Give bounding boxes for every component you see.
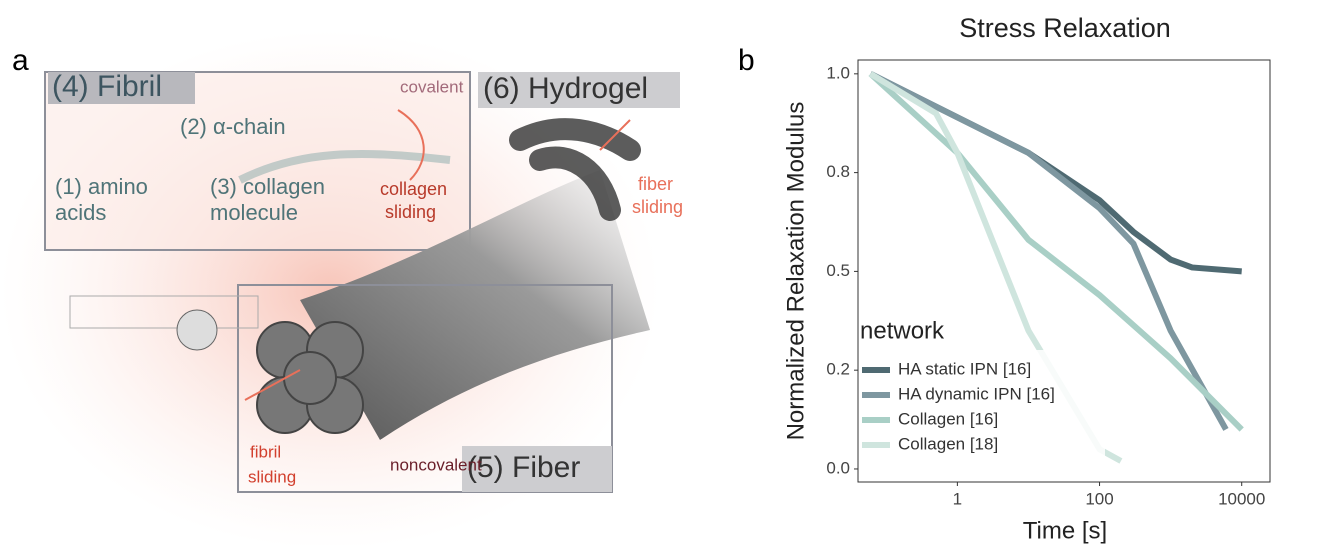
label: fibril — [250, 442, 281, 461]
y-tick-label: 0.5 — [826, 261, 850, 280]
label: (2) α-chain — [180, 114, 286, 139]
x-tick-label: 10000 — [1218, 489, 1265, 508]
legend-label: Collagen [18] — [898, 434, 998, 453]
y-tick-label: 1.0 — [826, 63, 850, 82]
panel-label: a — [12, 44, 29, 77]
chart: b Stress Relaxation Time [s] Normalized … — [738, 13, 1270, 544]
label: (3) collagen — [210, 174, 325, 199]
y-tick-label: 0.0 — [826, 458, 850, 477]
label: covalent — [400, 77, 464, 96]
legend-label: HA static IPN [16] — [898, 359, 1031, 378]
x-axis-title: Time [s] — [1023, 517, 1107, 544]
label: (1) amino — [55, 174, 148, 199]
label: fiber — [638, 174, 673, 194]
x-tick-label: 1 — [953, 489, 962, 508]
figure: a (4) Fibril (6) Hydrogel (5) Fiber (2) … — [0, 0, 1326, 545]
legend-label: Collagen [16] — [898, 409, 998, 428]
label: collagen — [380, 179, 447, 199]
box-label: (4) Fibril — [52, 70, 162, 103]
box-label: (6) Hydrogel — [483, 72, 648, 105]
fibril-cross — [177, 310, 217, 350]
label: sliding — [248, 467, 296, 486]
label: molecule — [210, 200, 298, 225]
y-tick-label: 0.2 — [826, 360, 850, 379]
panel-label: b — [738, 44, 755, 77]
label: acids — [55, 200, 106, 225]
y-axis-title: Normalized Relaxation Modulus — [782, 102, 809, 441]
diagram: a (4) Fibril (6) Hydrogel (5) Fiber (2) … — [0, 30, 683, 545]
y-tick-label: 0.8 — [826, 162, 850, 181]
label: sliding — [632, 197, 683, 217]
legend-title: network — [860, 317, 945, 344]
label: sliding — [385, 202, 436, 222]
label: noncovalent — [390, 455, 482, 474]
box-label: (5) Fiber — [467, 451, 580, 484]
x-tick-label: 100 — [1085, 489, 1113, 508]
chart-title: Stress Relaxation — [959, 13, 1171, 43]
legend-label: HA dynamic IPN [16] — [898, 384, 1055, 403]
